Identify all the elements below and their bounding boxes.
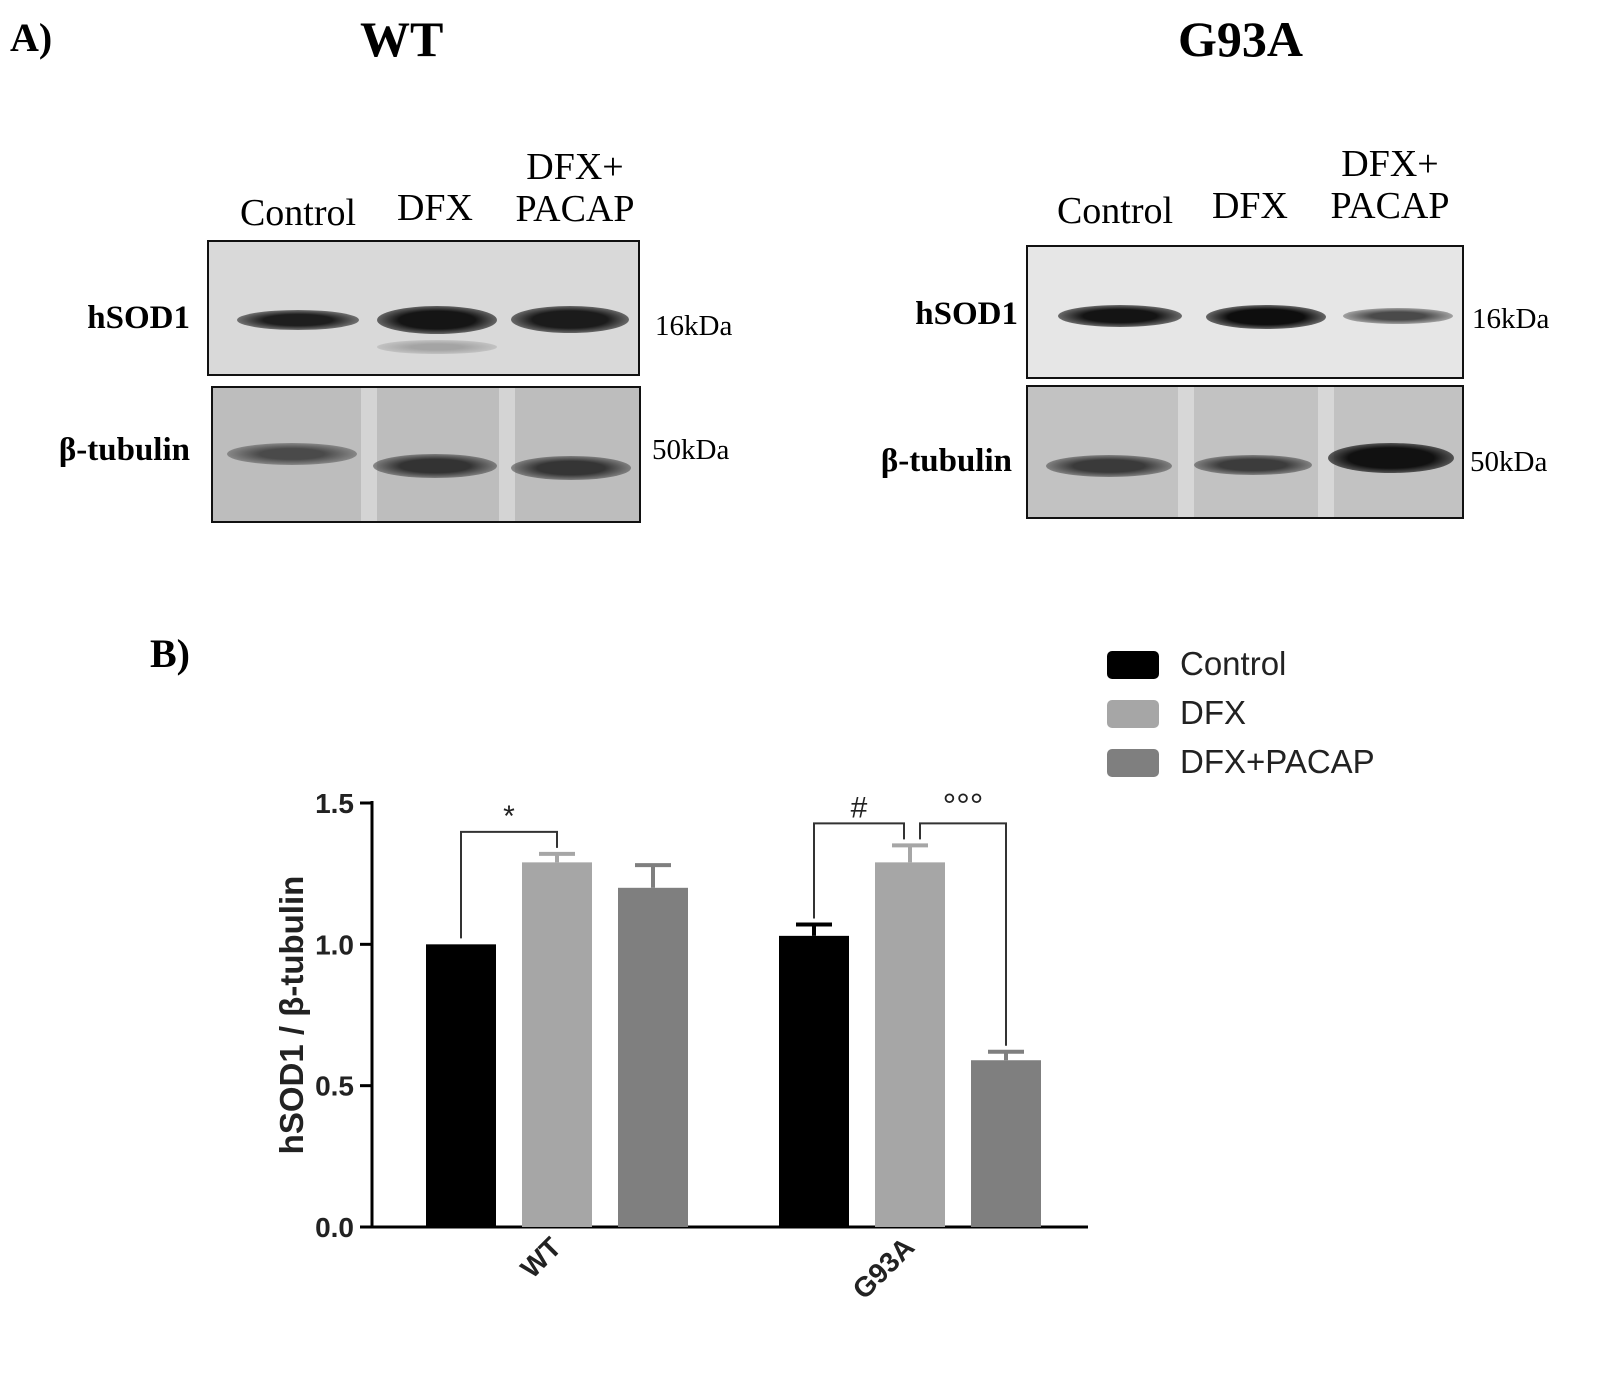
g93a-hsod1-band-control	[1058, 305, 1182, 327]
g93a-hsod1-band-dfx	[1206, 305, 1326, 329]
g93a-tubulin-band-dfx-pacap	[1328, 443, 1454, 473]
significance-symbol-2: °°°	[943, 787, 984, 825]
y-tick-label-2: 1.0	[315, 929, 354, 960]
wt-tubulin-lane-gap-2	[499, 388, 515, 521]
g93a-tubulin-lane-gap-1	[1178, 387, 1194, 517]
y-tick-label-0: 0.0	[315, 1212, 354, 1243]
bar-wt-control	[426, 944, 496, 1227]
panel-b-letter: B)	[150, 631, 190, 676]
g93a-tubulin-label: β-tubulin	[880, 443, 1012, 479]
wt-tubulin-kda: 50kDa	[652, 434, 730, 466]
legend-label-control: Control	[1180, 645, 1287, 682]
wt-hsod1-band-dfx-pacap	[511, 306, 629, 333]
legend-swatch-dfx	[1107, 700, 1159, 728]
g93a-lane-dfx: DFX	[1211, 185, 1289, 227]
g93a-hsod1-label: hSOD1	[915, 296, 1018, 332]
g93a-lane-control: Control	[1056, 190, 1174, 232]
wt-lane-dfx-pacap: DFX+ PACAP	[515, 146, 635, 230]
wt-hsod1-faint-band	[377, 340, 497, 354]
wt-tubulin-lane-gap-1	[361, 388, 377, 521]
wt-hsod1-band-control	[237, 310, 359, 330]
y-tick-label-1: 0.5	[315, 1071, 354, 1102]
x-tick-label-g93a: G93A	[847, 1231, 921, 1305]
legend-swatch-control	[1107, 651, 1159, 679]
wt-tubulin-label: β-tubulin	[58, 432, 190, 468]
wt-hsod1-blot	[207, 240, 640, 376]
wt-tubulin-band-control	[227, 443, 357, 465]
legend-label-dfx-pacap: DFX+PACAP	[1180, 743, 1375, 780]
bar-wt-dfx	[522, 862, 592, 1227]
wt-hsod1-band-dfx	[377, 306, 497, 334]
bar-g93a-dfx	[875, 862, 945, 1227]
significance-bracket-1	[813, 822, 905, 919]
g93a-blot-title: G93A	[1178, 11, 1303, 67]
wt-hsod1-label: hSOD1	[87, 300, 190, 336]
g93a-hsod1-band-dfx-pacap	[1343, 308, 1453, 324]
panel-a-letter: A)	[10, 15, 53, 60]
significance-symbol-0: *	[503, 800, 515, 833]
legend-label-dfx: DFX	[1180, 694, 1246, 731]
g93a-tubulin-kda: 50kDa	[1470, 446, 1548, 478]
significance-annotations: * # °°°	[460, 787, 1007, 1046]
bar-g93a-dfx-pacap	[971, 1060, 1041, 1227]
wt-blot-title: WT	[360, 11, 444, 67]
g93a-hsod1-blot	[1026, 245, 1464, 379]
chart-bars	[426, 843, 1041, 1227]
y-axis-title: hSOD1 / β-tubulin	[273, 876, 310, 1155]
bar-wt-dfx-pacap	[618, 887, 688, 1227]
g93a-lane-dfx-pacap: DFX+ PACAP	[1330, 143, 1450, 227]
wt-tubulin-band-dfx-pacap	[511, 456, 631, 480]
bar-g93a-control	[779, 935, 849, 1227]
x-tick-label-wt: WT	[515, 1231, 568, 1284]
wt-hsod1-kda: 16kDa	[655, 310, 733, 342]
wt-lane-control: Control	[239, 192, 357, 234]
g93a-tubulin-blot	[1026, 385, 1464, 519]
significance-symbol-1: #	[851, 791, 868, 824]
y-tick-label-3: 1.5	[315, 788, 354, 819]
wt-tubulin-blot	[211, 386, 641, 523]
g93a-tubulin-band-dfx	[1194, 455, 1312, 475]
g93a-tubulin-lane-gap-2	[1318, 387, 1334, 517]
significance-bracket-0	[460, 830, 558, 939]
g93a-tubulin-band-control	[1046, 455, 1172, 477]
wt-tubulin-band-dfx	[373, 454, 497, 478]
significance-bracket-2	[919, 822, 1007, 1046]
wt-lane-dfx: DFX	[396, 187, 474, 229]
legend-swatch-dfx-pacap	[1107, 749, 1159, 777]
g93a-hsod1-kda: 16kDa	[1472, 303, 1550, 335]
